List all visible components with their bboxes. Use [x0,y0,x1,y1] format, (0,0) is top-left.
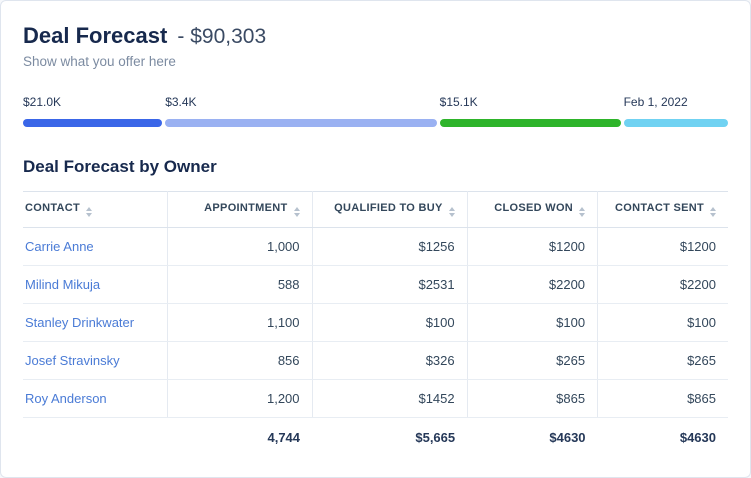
progress-labels: $21.0K $3.4K $15.1K Feb 1, 2022 [23,93,728,111]
totals-row: 4,744 $5,665 $4630 $4630 [23,417,728,457]
column-header-appointment[interactable]: APPOINTMENT [167,191,313,228]
contact-link[interactable]: Carrie Anne [25,239,94,254]
column-label-qualified: QUALIFIED TO BUY [334,202,443,214]
totals-empty-cell [23,417,168,457]
sort-icon[interactable] [448,207,455,217]
total-qualified: $5,665 [312,417,468,457]
appointment-cell: 1,200 [167,379,313,418]
sort-icon[interactable] [710,207,716,217]
closed-won-cell: $100 [467,303,599,342]
column-label-appointment: APPOINTMENT [204,202,288,214]
qualified-cell: $326 [312,341,468,380]
table-row: Josef Stravinsky 856 $326 $265 $265 [23,341,728,380]
deal-forecast-table: CONTACT APPOINTMENT QUALIFIED TO BUY CLO… [23,191,728,457]
appointment-cell: 588 [167,265,313,304]
total-closed-won: $4630 [467,417,598,457]
column-header-closed-won[interactable]: CLOSED WON [467,191,599,228]
forecast-progress: $21.0K $3.4K $15.1K Feb 1, 2022 [23,93,728,127]
table-header-row: CONTACT APPOINTMENT QUALIFIED TO BUY CLO… [23,191,728,228]
contact-cell: Milind Mikuja [23,265,169,304]
table-row: Milind Mikuja 588 $2531 $2200 $2200 [23,265,728,304]
column-header-contact[interactable]: CONTACT [23,191,169,228]
appointment-cell: 1,000 [167,227,313,266]
closed-won-cell: $2200 [467,265,599,304]
contact-cell: Carrie Anne [23,227,169,266]
total-contact-sent: $4630 [597,417,728,457]
contact-sent-cell: $865 [597,379,728,418]
page-title-amount: - $90,303 [177,25,267,48]
column-label-closed-won: CLOSED WON [494,202,574,214]
contact-link[interactable]: Roy Anderson [25,391,107,406]
contact-link[interactable]: Stanley Drinkwater [25,315,135,330]
sort-icon[interactable] [579,207,586,217]
page-title: Deal Forecast - $90,303 [23,23,728,50]
progress-segment-3 [439,119,621,127]
contact-sent-cell: $2200 [597,265,728,304]
appointment-cell: 1,100 [167,303,313,342]
appointment-cell: 856 [167,341,313,380]
contact-sent-cell: $1200 [597,227,728,266]
table-row: Stanley Drinkwater 1,100 $100 $100 $100 [23,303,728,342]
total-appointment: 4,744 [167,417,313,457]
subtitle: Show what you offer here [23,54,176,69]
column-label-contact: CONTACT [25,202,81,214]
closed-won-cell: $865 [467,379,599,418]
progress-segment-2 [165,119,437,127]
sort-icon[interactable] [86,207,93,217]
progress-label-3: $15.1K [439,95,478,109]
column-header-contact-sent[interactable]: CONTACT SENT [597,191,728,228]
progress-segment-4 [623,119,728,127]
table-row: Carrie Anne 1,000 $1256 $1200 $1200 [23,227,728,266]
progress-label-1: $21.0K [23,95,62,109]
contact-link[interactable]: Josef Stravinsky [25,353,120,368]
table-row: Roy Anderson 1,200 $1452 $865 $865 [23,379,728,418]
qualified-cell: $1256 [312,227,468,266]
contact-cell: Roy Anderson [23,379,169,418]
table-title: Deal Forecast by Owner [23,157,217,176]
column-label-contact-sent: CONTACT SENT [615,202,704,214]
sort-icon[interactable] [293,207,300,217]
contact-sent-cell: $100 [597,303,728,342]
closed-won-cell: $1200 [467,227,599,266]
contact-link[interactable]: Milind Mikuja [25,277,101,292]
qualified-cell: $100 [312,303,468,342]
progress-segment-1 [23,119,163,127]
page-title-text: Deal Forecast [23,23,168,48]
closed-won-cell: $265 [467,341,599,380]
progress-label-2: $3.4K [165,95,197,109]
column-header-qualified[interactable]: QUALIFIED TO BUY [312,191,468,228]
contact-sent-cell: $265 [597,341,728,380]
qualified-cell: $1452 [312,379,468,418]
qualified-cell: $2531 [312,265,468,304]
contact-cell: Josef Stravinsky [23,341,169,380]
contact-cell: Stanley Drinkwater [23,303,169,342]
progress-label-4: Feb 1, 2022 [623,95,688,109]
progress-bar [23,119,728,127]
